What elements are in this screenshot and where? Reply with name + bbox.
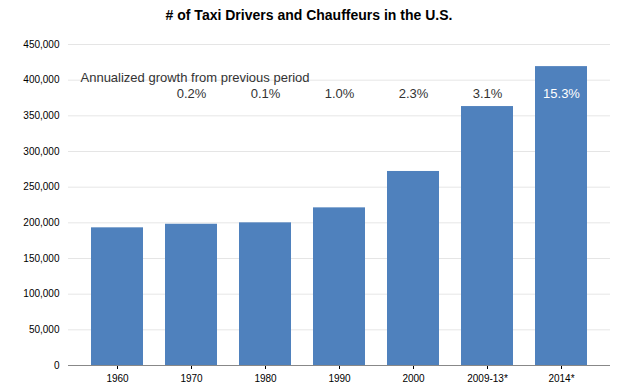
svg-text:150,000: 150,000 [23, 253, 60, 264]
svg-text:1990: 1990 [328, 373, 351, 384]
svg-text:50,000: 50,000 [29, 324, 60, 335]
svg-text:Annualized growth from previou: Annualized growth from previous period [81, 70, 310, 85]
svg-text:1960: 1960 [106, 373, 129, 384]
svg-text:15.3%: 15.3% [543, 86, 580, 101]
svg-text:2000: 2000 [402, 373, 425, 384]
svg-text:100,000: 100,000 [23, 288, 60, 299]
svg-text:2.3%: 2.3% [399, 86, 429, 101]
svg-text:2014*: 2014* [548, 373, 574, 384]
svg-text:1980: 1980 [254, 373, 277, 384]
svg-text:0.2%: 0.2% [177, 86, 207, 101]
html-text:# of Taxi Drivers and Chauffeu: # of Taxi Drivers and Chauffeurs in the … [165, 7, 453, 23]
svg-text:300,000: 300,000 [23, 146, 60, 157]
svg-text:1970: 1970 [180, 373, 203, 384]
svg-text:3.1%: 3.1% [473, 86, 503, 101]
svg-text:350,000: 350,000 [23, 110, 60, 121]
svg-text:2009-13*: 2009-13* [467, 373, 508, 384]
svg-text:250,000: 250,000 [23, 181, 60, 192]
svg-text:1.0%: 1.0% [325, 86, 355, 101]
svg-text:450,000: 450,000 [23, 39, 60, 50]
svg-text:0.1%: 0.1% [251, 86, 281, 101]
svg-text:200,000: 200,000 [23, 217, 60, 228]
svg-text:400,000: 400,000 [23, 74, 60, 85]
svg-text:0: 0 [54, 360, 60, 371]
